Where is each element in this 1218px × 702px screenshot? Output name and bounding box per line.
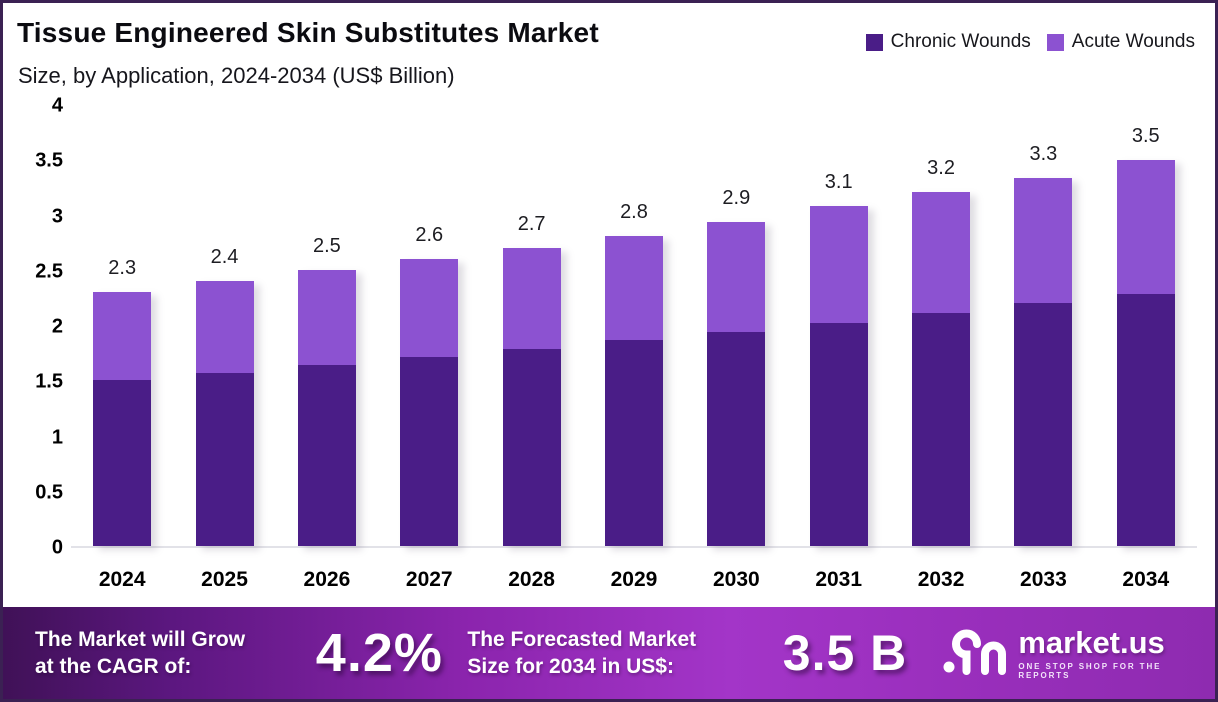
- bar-total-label: 2.4: [210, 245, 239, 268]
- bar-column: 3.5: [1095, 106, 1197, 546]
- bottom-banner: The Market will Grow at the CAGR of: 4.2…: [3, 607, 1215, 699]
- bar-segment-chronic-wounds: [912, 312, 971, 546]
- y-axis-tick-label: 2.5: [35, 260, 63, 283]
- bar-segment-acute-wounds: [400, 258, 459, 358]
- bar-total-label: 2.7: [517, 212, 546, 235]
- y-axis-tick-label: 4: [51, 94, 63, 117]
- x-axis-label: 2024: [98, 568, 146, 591]
- bar-segment-chronic-wounds: [1116, 294, 1175, 546]
- bar-stack: [400, 258, 459, 546]
- market-us-logo: market.us ONE STOP SHOP FOR THE REPORTS: [942, 627, 1197, 680]
- y-axis-tick-label: 0: [51, 536, 63, 559]
- bar-segment-chronic-wounds: [809, 322, 868, 546]
- bar-stack: [809, 205, 868, 546]
- bar-segment-chronic-wounds: [195, 372, 254, 546]
- x-axis-label: 2028: [508, 568, 555, 591]
- bar-stack: [93, 291, 152, 546]
- page-subtitle: Size, by Application, 2024-2034 (US$ Bil…: [18, 63, 455, 88]
- y-axis-tick-label: 2: [51, 315, 63, 338]
- bar-column: 2.9: [685, 106, 787, 546]
- x-axis-label: 2027: [405, 568, 453, 591]
- bar-segment-acute-wounds: [502, 247, 561, 350]
- bar-total-label: 3.2: [927, 157, 955, 180]
- bar-total-label: 2.5: [312, 234, 341, 257]
- market-us-swirl-icon: [943, 629, 1007, 675]
- x-axis-label: 2032: [917, 568, 965, 591]
- plot-area: 2.3 2.4 2.5 2.6 2.7 2.8 2.9 3.1 3.2 3.3 3.5: [71, 106, 1197, 548]
- y-axis-tick-label: 3.5: [35, 149, 63, 172]
- bar-segment-acute-wounds: [297, 269, 356, 365]
- x-axis-label: 2030: [712, 568, 760, 591]
- bar-total-label: 2.8: [620, 200, 648, 223]
- legend-swatch: [1046, 33, 1064, 51]
- x-axis-label: 2026: [303, 568, 351, 591]
- bar-segment-chronic-wounds: [297, 364, 356, 546]
- stacked-bar-chart: 0 0.5 1 1.5 2 2.5 3 3.5 4 2.3 2.4 2.5 2.6 2.7 2.8 2.9 3…: [19, 95, 1199, 559]
- x-axis-label: 2034: [1122, 568, 1170, 591]
- page-title: Tissue Engineered Skin Substitutes Marke…: [17, 17, 599, 48]
- y-axis-tick-label: 1: [51, 426, 63, 448]
- bar-stack: [195, 280, 254, 546]
- legend-item: Chronic Wounds: [865, 31, 1031, 53]
- forecast-value: 3.5 B: [782, 625, 908, 681]
- y-axis: 0 0.5 1 1.5 2 2.5 3 3.5 4: [19, 95, 63, 559]
- legend-label: Chronic Wounds: [890, 31, 1031, 52]
- bar-total-label: 2.9: [722, 187, 751, 210]
- bar-column: 3.2: [890, 106, 992, 546]
- bar-segment-acute-wounds: [195, 280, 254, 373]
- y-axis-tick-label: 3: [51, 205, 63, 227]
- bar-stack: [297, 269, 356, 546]
- bar-column: 2.4: [173, 106, 275, 546]
- bar-column: 3.1: [788, 106, 890, 546]
- y-axis-tick-label: 0.5: [35, 481, 63, 504]
- bar-stack: [912, 192, 971, 546]
- bar-column: 3.3: [992, 106, 1094, 546]
- bar-segment-acute-wounds: [93, 291, 152, 381]
- bar-total-label: 3.1: [824, 170, 853, 193]
- bar-stack: [707, 222, 766, 546]
- bar-stack: [604, 235, 663, 546]
- bar-segment-acute-wounds: [912, 192, 971, 313]
- bar-stack: [1014, 178, 1073, 546]
- bar-stack: [1116, 160, 1175, 546]
- bar-column: 2.8: [583, 106, 685, 546]
- logo-text-block: market.us ONE STOP SHOP FOR THE REPORTS: [1018, 627, 1197, 680]
- bar-column: 2.6: [378, 106, 480, 546]
- x-axis: 2024 2025 2026 2027 2028 2029 2030 2031 2032 2033…: [71, 568, 1197, 592]
- logo-tagline: ONE STOP SHOP FOR THE REPORTS: [1018, 661, 1162, 680]
- cagr-label: The Market will Grow at the CAGR of:: [35, 627, 246, 678]
- y-axis-tick-label: 1.5: [35, 370, 63, 393]
- bar-stack: [502, 247, 561, 546]
- x-axis-label: 2029: [610, 568, 658, 591]
- bar-segment-acute-wounds: [604, 235, 663, 341]
- chart-legend: Chronic Wounds Acute Wounds: [865, 31, 1195, 53]
- bar-segment-chronic-wounds: [1014, 302, 1073, 546]
- forecast-label: The Forecasted Market Size for 2034 in U…: [467, 627, 697, 678]
- bar-segment-acute-wounds: [809, 205, 868, 323]
- x-axis-label: 2031: [815, 568, 863, 591]
- bar-segment-chronic-wounds: [93, 380, 152, 546]
- bar-total-label: 3.5: [1131, 125, 1160, 148]
- bar-total-label: 2.6: [415, 223, 444, 246]
- logo-wordmark: market.us: [1018, 624, 1165, 660]
- legend-label: Acute Wounds: [1071, 31, 1195, 52]
- bar-segment-acute-wounds: [1014, 178, 1073, 303]
- bar-segment-chronic-wounds: [400, 357, 459, 546]
- bar-column: 2.5: [276, 106, 378, 546]
- bar-segment-acute-wounds: [707, 222, 766, 332]
- bar-segment-chronic-wounds: [502, 349, 561, 546]
- x-axis-label: 2025: [201, 568, 248, 591]
- legend-item: Acute Wounds: [1046, 31, 1195, 53]
- cagr-value: 4.2%: [315, 623, 443, 683]
- bar-segment-chronic-wounds: [707, 331, 766, 546]
- bar-total-label: 3.3: [1029, 143, 1058, 166]
- bar-segment-acute-wounds: [1116, 160, 1175, 295]
- bar-column: 2.7: [480, 106, 582, 546]
- bar-column: 2.3: [71, 106, 173, 546]
- legend-swatch: [865, 33, 883, 51]
- bar-segment-chronic-wounds: [604, 340, 663, 546]
- x-axis-label: 2033: [1020, 568, 1067, 591]
- bar-total-label: 2.3: [108, 256, 137, 279]
